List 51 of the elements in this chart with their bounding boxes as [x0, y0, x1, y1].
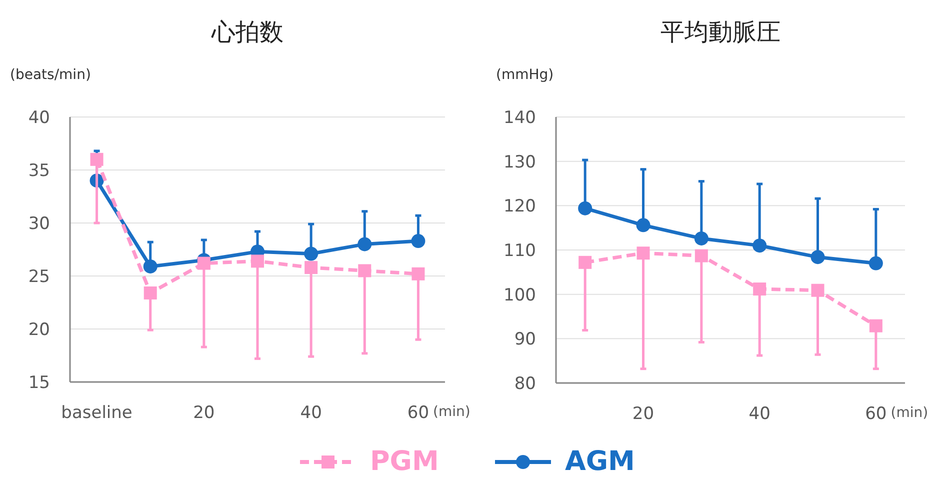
y-tick-label: 30: [28, 214, 50, 234]
y-tick-label: 40: [28, 108, 50, 128]
point: [578, 256, 592, 269]
y-tick-label: 25: [28, 267, 50, 287]
x-tick-label: 20: [632, 404, 654, 424]
y-tick-label: 80: [514, 374, 536, 394]
point: [304, 246, 318, 261]
x-tick-label: 40: [300, 403, 322, 423]
x-tick-label: 60: [865, 404, 887, 424]
chart-title: 心拍数: [210, 18, 284, 46]
point: [810, 250, 825, 264]
chart-title: 平均動脈圧: [660, 18, 780, 46]
x-tick-label: baseline: [61, 403, 132, 423]
x-tick-label: 20: [193, 403, 215, 423]
point: [358, 237, 372, 252]
y-axis-title: (beats/min): [10, 67, 91, 83]
y-tick-label: 15: [28, 373, 50, 393]
point: [753, 282, 766, 296]
y-tick-label: 140: [504, 108, 536, 128]
point: [752, 238, 767, 253]
point: [636, 218, 650, 232]
y-tick-label: 120: [504, 196, 536, 217]
point: [811, 284, 824, 297]
point: [869, 319, 882, 332]
x-tick-label: 60: [407, 403, 430, 423]
legend-label: PGM: [370, 446, 439, 477]
y-tick-label: 100: [504, 285, 536, 306]
point: [694, 231, 708, 246]
y-axis-title: (mmHg): [496, 67, 554, 83]
legend-label: AGM: [565, 446, 635, 477]
point: [358, 264, 372, 278]
point: [143, 259, 158, 274]
y-tick-label: 35: [28, 161, 50, 181]
point: [90, 152, 104, 166]
point: [411, 234, 426, 248]
x-tick-label: 40: [748, 404, 770, 424]
point: [197, 256, 210, 270]
point: [412, 267, 425, 280]
point: [868, 256, 883, 270]
x-axis-title: (min): [433, 404, 470, 420]
point: [636, 246, 650, 260]
y-tick-label: 20: [28, 320, 50, 340]
y-tick-label: 130: [504, 152, 536, 172]
y-tick-label: 90: [514, 330, 536, 350]
point: [304, 261, 318, 274]
point: [578, 201, 592, 216]
point: [251, 254, 264, 268]
point: [694, 249, 708, 262]
x-axis-title: (min): [890, 405, 928, 421]
point: [144, 286, 157, 300]
y-tick-label: 110: [504, 241, 536, 261]
